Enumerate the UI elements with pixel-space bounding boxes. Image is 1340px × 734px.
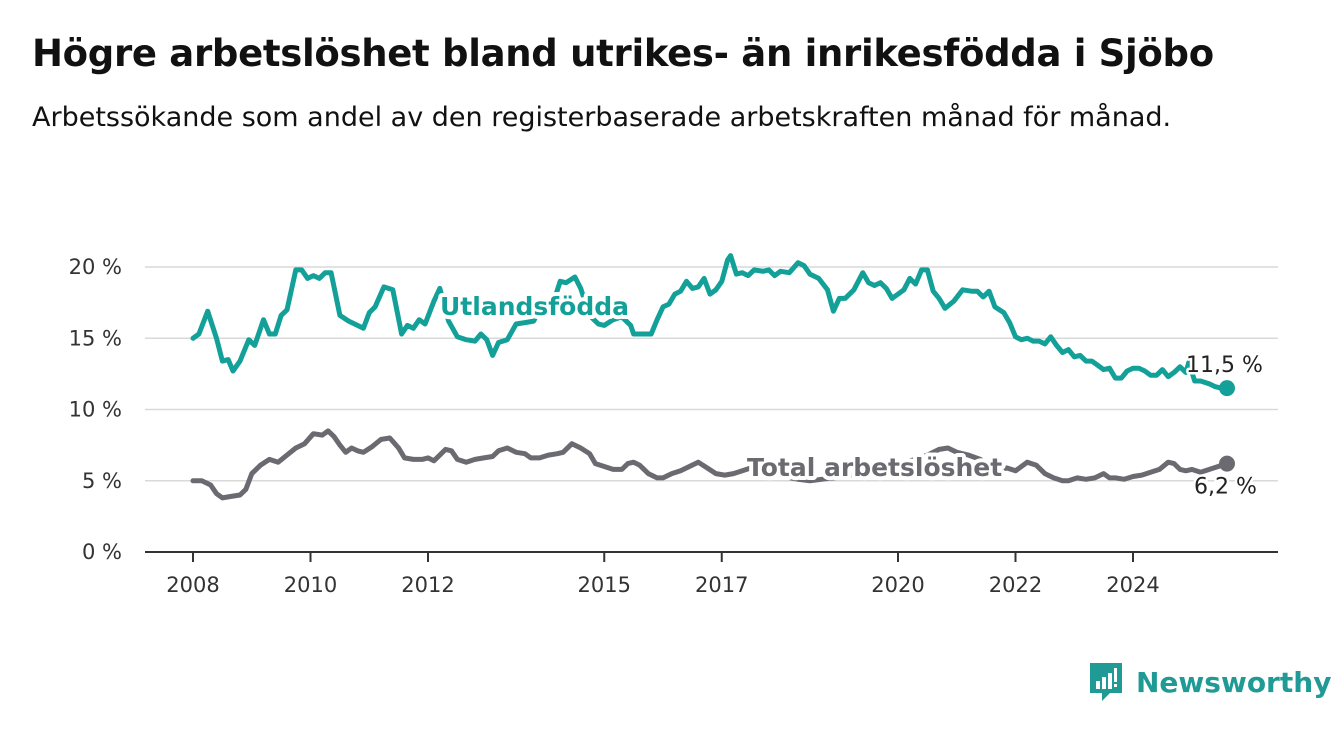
y-tick-label: 15 %	[69, 326, 122, 350]
series-line-utlandsfodda	[190, 253, 1230, 391]
y-tick-label: 20 %	[69, 255, 122, 279]
end-point-total	[1219, 455, 1235, 472]
y-tick-label: 10 %	[69, 398, 122, 422]
newsworthy-logo: Newsworthy	[1088, 660, 1331, 704]
series-label-utlandsfodda: Utlandsfödda	[440, 292, 629, 321]
x-tick-label: 2008	[166, 573, 219, 597]
chart-title: Högre arbetslöshet bland utrikes- än inr…	[32, 32, 1214, 75]
series-line-total	[190, 428, 1230, 501]
end-label-total: 6,2 %	[1194, 475, 1257, 500]
x-tick-label: 2024	[1106, 573, 1159, 597]
y-tick-label: 0 %	[82, 540, 122, 564]
gridlines	[145, 266, 1278, 482]
end-point-utlandsfodda	[1219, 380, 1235, 397]
series-label-total: Total arbetslöshet	[747, 453, 1002, 482]
labels: Utlandsfödda Total arbetslöshet 11,5 % 6,2 …	[436, 288, 1265, 502]
brand-name: Newsworthy	[1136, 665, 1332, 699]
x-tick-label: 2012	[401, 573, 454, 597]
series-lines	[190, 253, 1235, 501]
y-tick-label: 5 %	[82, 469, 122, 493]
axes: 0 % 5 % 10 % 15 % 20 % 2008 2010 2012 2015 2017 20…	[69, 255, 1278, 597]
x-tick-label: 2022	[989, 573, 1042, 597]
end-label-utlandsfodda: 11,5 %	[1186, 353, 1263, 378]
x-tick-label: 2015	[578, 573, 631, 597]
chart-subtitle: Arbetssökande som andel av den registerb…	[32, 102, 1172, 133]
x-tick-label: 2010	[284, 573, 337, 597]
x-tick-label: 2020	[871, 573, 924, 597]
newsworthy-icon	[1090, 663, 1122, 701]
x-tick-label: 2017	[695, 573, 748, 597]
